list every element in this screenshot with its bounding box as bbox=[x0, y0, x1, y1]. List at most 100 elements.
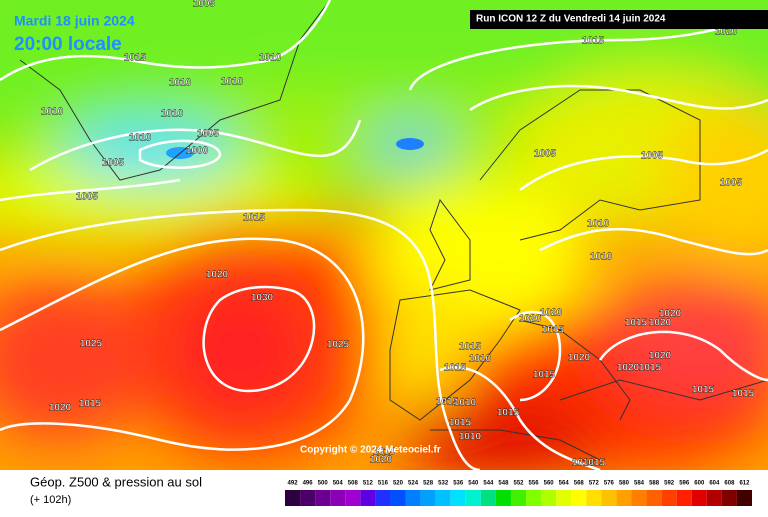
copyright: Copyright © 2024 Meteociel.fr bbox=[300, 445, 441, 456]
isobar-label: 1020 bbox=[540, 308, 563, 319]
isobar-label: 1020 bbox=[49, 403, 72, 414]
isobar-label: 1005 bbox=[641, 151, 664, 162]
isobar-label: 1020 bbox=[370, 455, 393, 466]
legend-swatch bbox=[375, 490, 391, 506]
legend-value: 496 bbox=[303, 481, 314, 487]
isobar-label: 1020 bbox=[659, 309, 682, 320]
isobar-label: 1020 bbox=[649, 318, 672, 329]
isobar-label: 1010 bbox=[169, 78, 192, 89]
legend-value: 552 bbox=[513, 481, 524, 487]
legend-value: 536 bbox=[453, 481, 464, 487]
legend-swatch bbox=[616, 490, 632, 506]
legend-value: 544 bbox=[483, 481, 494, 487]
legend-swatch bbox=[646, 490, 662, 506]
legend-value: 572 bbox=[589, 481, 600, 487]
legend-swatch bbox=[390, 490, 406, 506]
legend-swatch bbox=[691, 490, 707, 506]
isobar-label: 1005 bbox=[197, 129, 220, 140]
legend-swatch bbox=[706, 490, 722, 506]
isobar-label: 1015 bbox=[583, 458, 606, 469]
legend-value: 600 bbox=[694, 481, 705, 487]
isobar-label: 1015 bbox=[243, 213, 266, 224]
isobar-label: 1015 bbox=[542, 325, 565, 336]
legend-swatch bbox=[541, 490, 557, 506]
isobar-label: 1020 bbox=[568, 353, 591, 364]
legend-swatch bbox=[601, 490, 617, 506]
z500-field bbox=[0, 0, 768, 480]
legend-swatch bbox=[300, 490, 316, 506]
legend-swatch bbox=[721, 490, 737, 506]
isobar-label: 1005 bbox=[720, 178, 743, 189]
legend: 492 496 500 504 508 512 516 520 524 528 532 536 540 5… bbox=[285, 481, 752, 506]
legend-swatch bbox=[495, 490, 511, 506]
isobar-label: 1015 bbox=[124, 53, 147, 64]
isobar-label: 1015 bbox=[625, 318, 648, 329]
legend-value: 608 bbox=[724, 481, 735, 487]
legend-swatch bbox=[285, 490, 301, 506]
legend-value: 584 bbox=[634, 481, 645, 487]
isobar-label: 1010 bbox=[454, 398, 477, 409]
valid-time: 20:00 locale bbox=[14, 34, 122, 55]
legend-swatch bbox=[315, 490, 331, 506]
legend-value: 516 bbox=[378, 481, 389, 487]
legend-value: 520 bbox=[393, 481, 404, 487]
isobar-label: 1005 bbox=[193, 0, 216, 10]
legend-value: 548 bbox=[498, 481, 509, 487]
isobar-label: 1015 bbox=[449, 418, 472, 429]
legend-value: 596 bbox=[679, 481, 690, 487]
legend-value: 500 bbox=[318, 481, 329, 487]
legend-swatch bbox=[480, 490, 496, 506]
isobar-label: 1020 bbox=[519, 314, 542, 325]
legend-value: 504 bbox=[333, 481, 344, 487]
isobar-label: 1020 bbox=[649, 351, 672, 362]
legend-value: 540 bbox=[468, 481, 479, 487]
legend-value: 612 bbox=[739, 481, 750, 487]
isobar-label: 1015 bbox=[582, 36, 605, 47]
isobar-label: 1015 bbox=[692, 385, 715, 396]
isobar-label: 1025 bbox=[327, 340, 350, 351]
isobar-label: 1005 bbox=[534, 149, 557, 160]
legend-value: 588 bbox=[649, 481, 660, 487]
legend-swatch bbox=[345, 490, 361, 506]
legend-swatch bbox=[586, 490, 602, 506]
legend-swatch bbox=[631, 490, 647, 506]
legend-value: 580 bbox=[619, 481, 630, 487]
legend-swatch bbox=[676, 490, 692, 506]
isobar-label: 1010 bbox=[259, 53, 282, 64]
legend-value: 512 bbox=[363, 481, 374, 487]
isobar-label: 1005 bbox=[76, 192, 99, 203]
legend-value: 528 bbox=[423, 481, 434, 487]
isobar-label: 1010 bbox=[459, 432, 482, 443]
isobar-label: 1010 bbox=[129, 133, 152, 144]
isobar-label: 1010 bbox=[161, 109, 184, 120]
isobar-label: 1010 bbox=[590, 252, 613, 263]
legend-swatch bbox=[736, 490, 752, 506]
run-label: Run ICON 12 Z du Vendredi 14 juin 2024 bbox=[476, 14, 666, 25]
legend-swatch bbox=[450, 490, 466, 506]
legend-value: 604 bbox=[709, 481, 720, 487]
legend-swatch bbox=[526, 490, 542, 506]
valid-date: Mardi 18 juin 2024 bbox=[14, 13, 135, 29]
isobar-label: 1015 bbox=[79, 399, 102, 410]
legend-swatch bbox=[405, 490, 421, 506]
legend-swatch bbox=[556, 490, 572, 506]
isobar-label: 1015 bbox=[373, 447, 396, 458]
isobar-label: 1015 bbox=[497, 408, 520, 419]
isobar-label: 1000 bbox=[186, 146, 209, 157]
legend-value: 556 bbox=[529, 481, 540, 487]
isobar-label: 1010 bbox=[41, 107, 64, 118]
legend-swatch bbox=[465, 490, 481, 506]
isobars bbox=[0, 0, 768, 451]
legend-value: 492 bbox=[288, 481, 299, 487]
isobar-label: 1015 bbox=[436, 397, 459, 408]
isobar-label: 1020 bbox=[617, 363, 640, 374]
legend-value: 508 bbox=[348, 481, 359, 487]
isobar-label: 1010 bbox=[587, 219, 610, 230]
isobar-label: 1015 bbox=[732, 389, 755, 400]
run-box bbox=[470, 10, 768, 29]
coastlines bbox=[19, 0, 768, 461]
legend-value: 532 bbox=[438, 481, 449, 487]
footer-title: Géop. Z500 & pression au sol bbox=[30, 474, 202, 489]
